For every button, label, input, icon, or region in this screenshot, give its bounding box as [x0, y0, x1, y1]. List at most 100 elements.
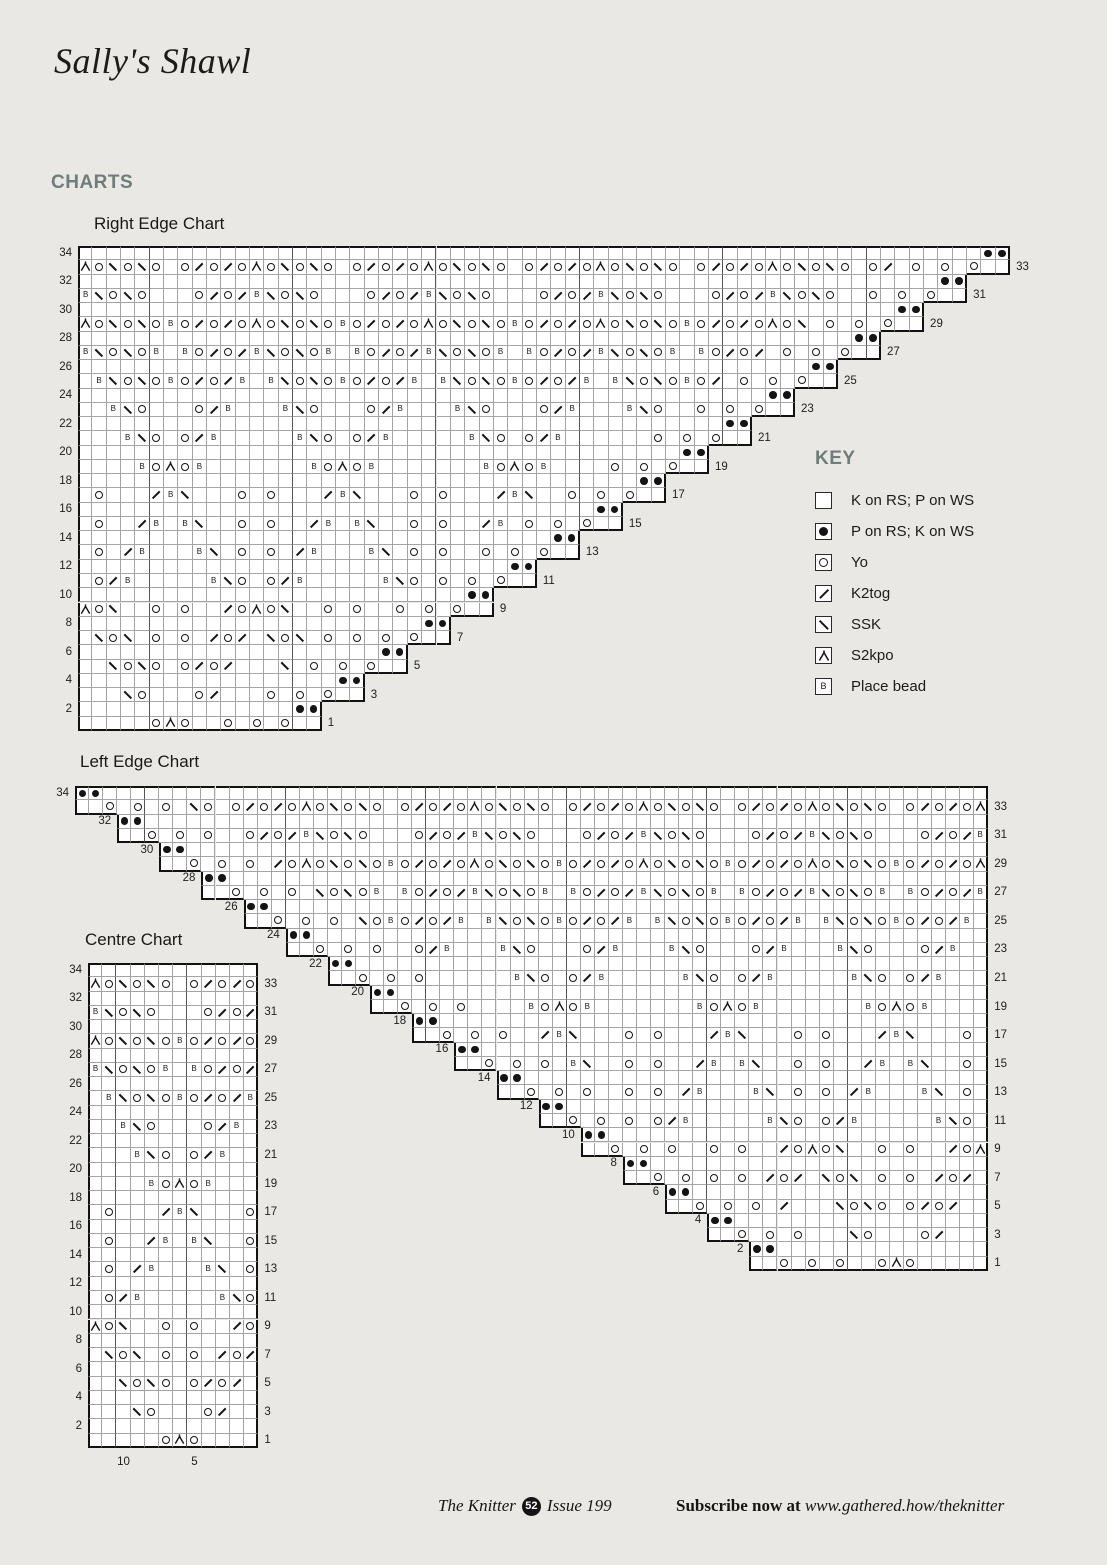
chart-cell	[121, 345, 136, 361]
chart-cell	[173, 1062, 188, 1078]
chart-cell	[751, 402, 767, 418]
chart-cell	[379, 288, 394, 304]
chart-cell	[116, 1062, 131, 1078]
k2tog-icon	[711, 262, 720, 271]
yo-icon	[962, 1088, 971, 1097]
chart-cell	[102, 1148, 117, 1163]
chart-cell	[178, 702, 193, 717]
yo-icon	[161, 979, 170, 988]
chart-cell: B	[932, 1113, 947, 1129]
chart-cell	[508, 288, 523, 304]
chart-cell	[278, 317, 294, 332]
ssk-icon	[811, 291, 821, 300]
chart-cell	[149, 531, 165, 546]
chart-cell	[207, 331, 222, 346]
chart-cell	[680, 431, 695, 446]
chart-cell	[230, 1248, 245, 1263]
chart-cell	[780, 317, 795, 332]
chart-cell	[116, 1305, 131, 1320]
chart-cell	[665, 1085, 680, 1100]
chart-cell	[608, 1056, 623, 1072]
chart-cell	[805, 914, 820, 929]
chart-cell	[278, 374, 294, 389]
chart-cell	[960, 800, 975, 815]
chart-cell	[749, 942, 764, 958]
chart-cell	[974, 1113, 989, 1129]
row-number: 16	[59, 503, 72, 516]
yo-icon	[725, 319, 734, 328]
chart-cell	[737, 360, 752, 375]
yo-icon	[209, 262, 218, 271]
yo-icon	[133, 802, 142, 811]
chart-cell	[187, 991, 202, 1006]
chart-cell	[693, 1028, 708, 1043]
chart-cell	[144, 963, 159, 978]
yo-icon	[709, 802, 718, 811]
ssk-icon	[118, 979, 128, 988]
chart-cell	[833, 857, 848, 872]
chart-cell	[551, 459, 566, 475]
row-number: 17	[994, 1029, 1008, 1042]
chart-cell	[510, 814, 525, 829]
k2tog-icon	[568, 262, 577, 271]
bead-icon: B	[497, 347, 504, 357]
yo-icon	[324, 434, 333, 442]
chart-cell	[336, 545, 351, 560]
bead-icon: B	[809, 887, 815, 897]
chart-cell	[651, 246, 666, 261]
bead-icon: B	[584, 1001, 590, 1011]
chart-cell	[579, 417, 595, 432]
k2tog-icon	[232, 1093, 241, 1103]
chart-cell	[721, 1213, 736, 1229]
chart-cell	[974, 1156, 989, 1171]
chart-cell	[450, 246, 466, 261]
s2kpo-icon	[251, 261, 262, 272]
chart-cell	[207, 417, 222, 432]
s2kpo-icon	[638, 801, 649, 812]
chart-cell	[465, 588, 480, 603]
chart-cell	[580, 871, 595, 886]
bead-icon: B	[92, 1007, 99, 1017]
chart-cell	[92, 445, 107, 460]
chart-cell	[221, 374, 236, 389]
chart-cell	[723, 402, 738, 418]
yo-icon	[246, 1236, 255, 1245]
chart-cell	[637, 288, 652, 304]
chart-cell	[751, 331, 767, 346]
chart-cell	[895, 274, 910, 289]
chart-cell	[479, 260, 494, 275]
row-number: 13	[264, 1263, 278, 1276]
chart-cell: B	[974, 828, 989, 844]
chart-cell	[135, 288, 150, 304]
row-number: 34	[69, 963, 82, 976]
chart-cell	[278, 702, 294, 717]
chart-cell	[946, 1113, 961, 1129]
chart-cell	[149, 246, 165, 261]
chart-cell: B	[594, 345, 609, 361]
chart-cell	[384, 985, 399, 1000]
chart-cell	[130, 1034, 145, 1049]
chart-cell	[622, 488, 638, 503]
chart-cell	[293, 331, 308, 346]
chart-cell	[679, 857, 694, 872]
chart-cell	[135, 645, 150, 660]
chart-cell	[693, 1171, 708, 1186]
chart-cell	[791, 871, 806, 886]
ssk-icon	[123, 633, 132, 642]
chart-cell: B	[192, 545, 208, 560]
chart-cell	[149, 331, 165, 346]
yo-icon	[189, 1435, 198, 1444]
chart-cell	[805, 942, 820, 958]
row-number: 18	[69, 1191, 82, 1204]
chart-cell	[580, 814, 595, 829]
yo-icon	[597, 916, 606, 925]
chart-cell	[173, 857, 188, 872]
chart-cell	[393, 417, 408, 432]
chart-cell	[861, 1228, 876, 1243]
chart-cell	[130, 1205, 145, 1220]
yo-icon	[597, 802, 606, 811]
chart-cell	[106, 559, 121, 574]
chart-cell	[178, 459, 193, 475]
chart-cell	[946, 1014, 961, 1029]
yo-icon	[224, 348, 233, 357]
